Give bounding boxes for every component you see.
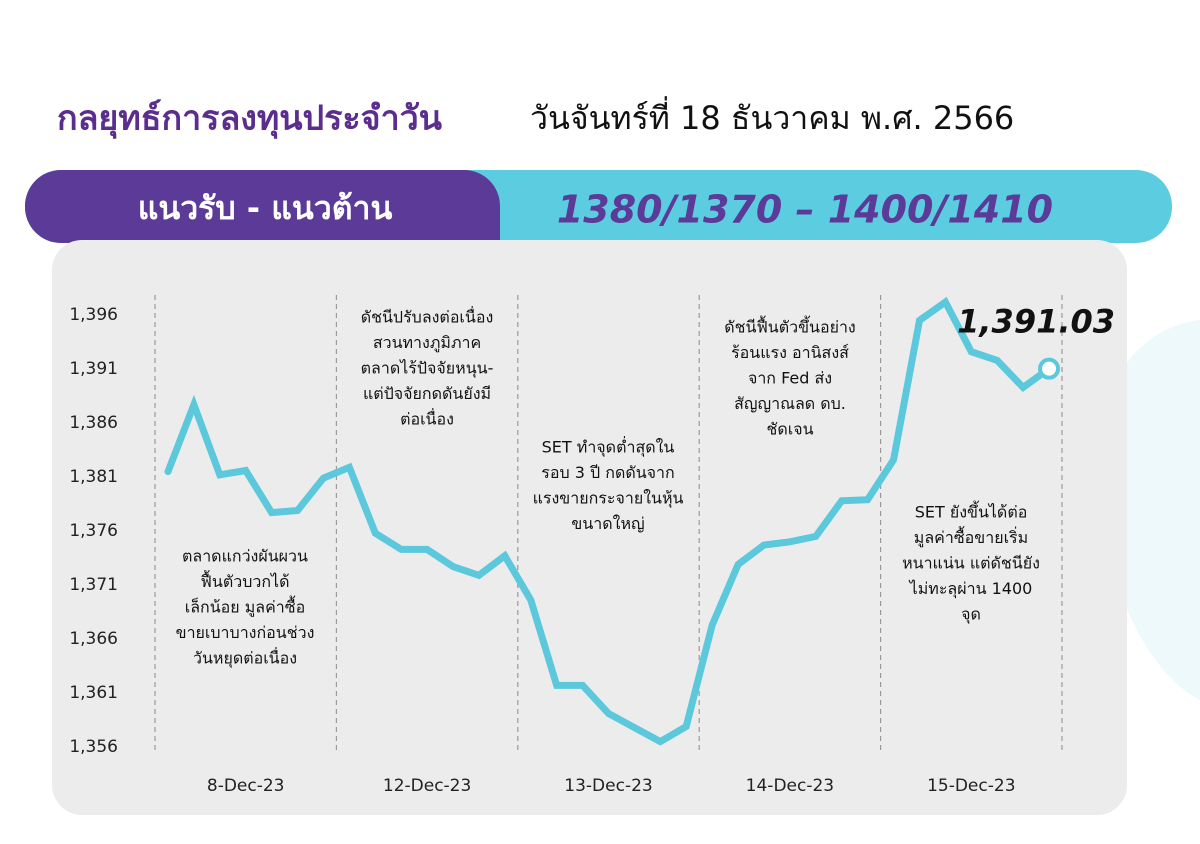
annotation: หนาแน่น แต่ดัชนียัง [902,554,1040,573]
annotation: ชัดเจน [766,420,813,439]
annotation: จาก Fed ส่ง [748,369,832,388]
value-label: 1,391.03 [957,303,1115,341]
y-tick-label: 1,361 [69,683,118,703]
annotation: สวนทางภูมิภาค [373,333,481,353]
x-tick-label: 12-Dec-23 [383,776,471,796]
annotation: SET ทำจุดต่ำสุดใน [542,436,675,458]
annotation: สัญญาณลด ดบ. [734,394,846,413]
annotation: SET ยังขึ้นได้ต่อ [915,501,1028,522]
annotation: แต่ปัจจัยกดดันยังมี [363,384,491,403]
annotation: ขนาดใหญ่ [571,514,644,533]
annotation: ตลาดแกว่งผันผวน [182,547,308,566]
annotation: ฟื้นตัวบวกได้ [201,570,290,591]
y-tick-label: 1,386 [69,413,118,433]
annotation: ดัชนีฟื้นตัวขึ้นอย่าง [724,316,855,337]
x-tick-label: 15-Dec-23 [927,776,1015,796]
x-tick-label: 8-Dec-23 [207,776,285,796]
banner-label: แนวรับ - แนวต้าน [138,189,393,227]
annotation: รอบ 3 ปี กดดันจาก [541,463,674,482]
plot: 1,396 1,391 1,386 1,381 1,376 1,371 1,366 1,361… [69,295,1115,796]
annotation: เล็กน้อย มูลค่าซื้อ [185,596,305,618]
chart-panel [52,240,1127,815]
title: กลยุทธ์การลงทุนประจำวัน [57,99,442,140]
y-tick-label: 1,396 [69,305,118,325]
x-tick-label: 13-Dec-23 [564,776,652,796]
x-tick-label: 14-Dec-23 [746,776,834,796]
y-tick-label: 1,376 [69,521,118,541]
annotation: ตลาดไร้ปัจจัยหนุน- [361,359,494,379]
annotation: มูลค่าซื้อขายเริ่ม [914,526,1028,548]
annotation: ดัชนีปรับลงต่อเนื่อง [361,306,494,327]
y-tick-label: 1,366 [69,629,118,649]
banner-left [24,170,501,243]
last-point [1038,357,1061,380]
annotation: ขายเบาบางก่อนช่วง [176,623,315,642]
annotation: ต่อเนื่อง [400,408,454,429]
annotation: ร้อนแรง อานิสงส์ [731,343,849,362]
annotation: จุด [961,605,981,625]
y-tick-label: 1,381 [69,467,118,487]
annotation: ไม่ทะลุผ่าน 1400 [908,579,1033,599]
y-tick-label: 1,371 [69,575,118,595]
y-tick-label: 1,391 [69,359,118,379]
annotation: แรงขายกระจายในหุ้น [533,489,684,509]
y-tick-label: 1,356 [69,737,118,757]
annotation: วันหยุดต่อเนื่อง [193,647,297,669]
subtitle: วันจันทร์ที่ 18 ธันวาคม พ.ศ. 2566 [530,96,1014,137]
price-line [164,296,1053,746]
banner-value: 1380/1370 – 1400/1410 [557,188,1053,232]
